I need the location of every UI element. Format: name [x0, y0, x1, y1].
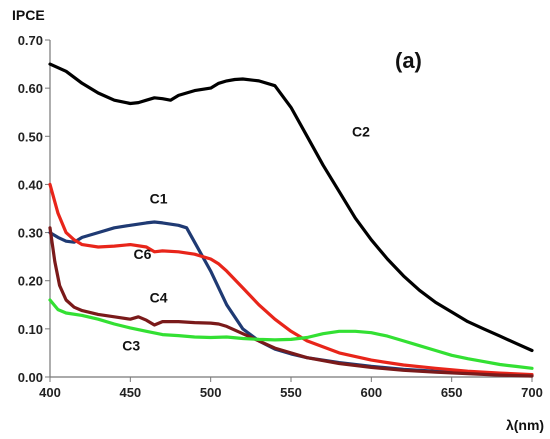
series-label-c1: C1: [150, 191, 168, 207]
y-tick-label: 0.40: [18, 177, 43, 192]
series-line-c2: [48, 62, 534, 353]
y-tick-label: 0.10: [18, 322, 43, 337]
series-label-c3: C3: [122, 338, 140, 354]
axes: 400 450 500 550 600 650 700 0.00 0.10 0.20 0.30 0.4…: [18, 33, 543, 400]
y-tick-label: 0.20: [18, 274, 43, 289]
x-tick-label: 400: [39, 385, 61, 400]
y-tick-label: 0.30: [18, 226, 43, 241]
y-tick-label: 0.50: [18, 129, 43, 144]
x-tick-label: 500: [200, 385, 222, 400]
y-tick-label: 0.70: [18, 33, 43, 48]
series-line-c3: [48, 298, 534, 370]
x-tick-label: 600: [360, 385, 382, 400]
x-tick-label: 700: [521, 385, 543, 400]
x-tick-label: 550: [280, 385, 302, 400]
y-tick-label: 0.00: [18, 370, 43, 385]
x-axis-label: λ(nm): [506, 417, 544, 433]
y-tick-label: 0.60: [18, 81, 43, 96]
y-axis-label: IPCE: [12, 7, 45, 23]
x-tick-label: 650: [441, 385, 463, 400]
x-tick-label: 450: [119, 385, 141, 400]
series-layer: [48, 62, 534, 378]
series-label-c2: C2: [352, 123, 370, 139]
series-line-c6: [48, 182, 534, 377]
series-line-c4: [48, 226, 534, 378]
series-label-c4: C4: [150, 289, 168, 305]
series-label-c6: C6: [134, 246, 152, 262]
annotation-layer: C2 C1 C6 C4 C3: [122, 123, 370, 353]
panel-label: (a): [395, 48, 422, 73]
